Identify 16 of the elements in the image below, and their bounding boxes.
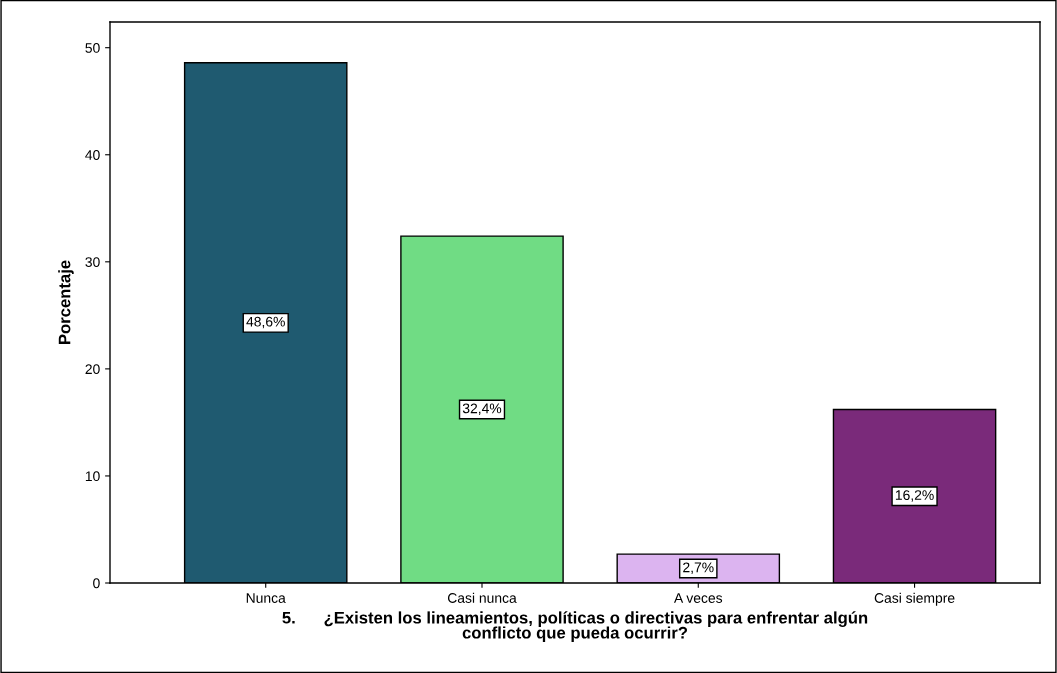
- x-tick-label: Nunca: [246, 593, 286, 603]
- x-tick-label: A veces: [673, 593, 723, 603]
- y-tick-label: 30: [85, 257, 100, 267]
- y-tick-label: 0: [93, 578, 100, 589]
- data-label: 32,4%: [462, 403, 502, 415]
- y-tick-label: 50: [85, 43, 100, 53]
- x-tick-label: Casi nunca: [447, 592, 517, 603]
- data-label: 48,6%: [246, 316, 285, 329]
- x-axis-title: 5. ¿Existen los lineamientos, políticas o directivas para enfrentar algún conflicto que pueda ocurrir?: [282, 611, 868, 642]
- y-tick-label: 20: [85, 364, 100, 375]
- data-label: 16,2%: [895, 490, 934, 502]
- y-tick-label: 10: [85, 471, 100, 482]
- data-label: 2,7%: [683, 562, 714, 574]
- y-axis-title: Porcentaje: [58, 260, 74, 344]
- x-tick-label: Casi siempre: [874, 592, 955, 606]
- y-tick-label: 40: [85, 150, 100, 160]
